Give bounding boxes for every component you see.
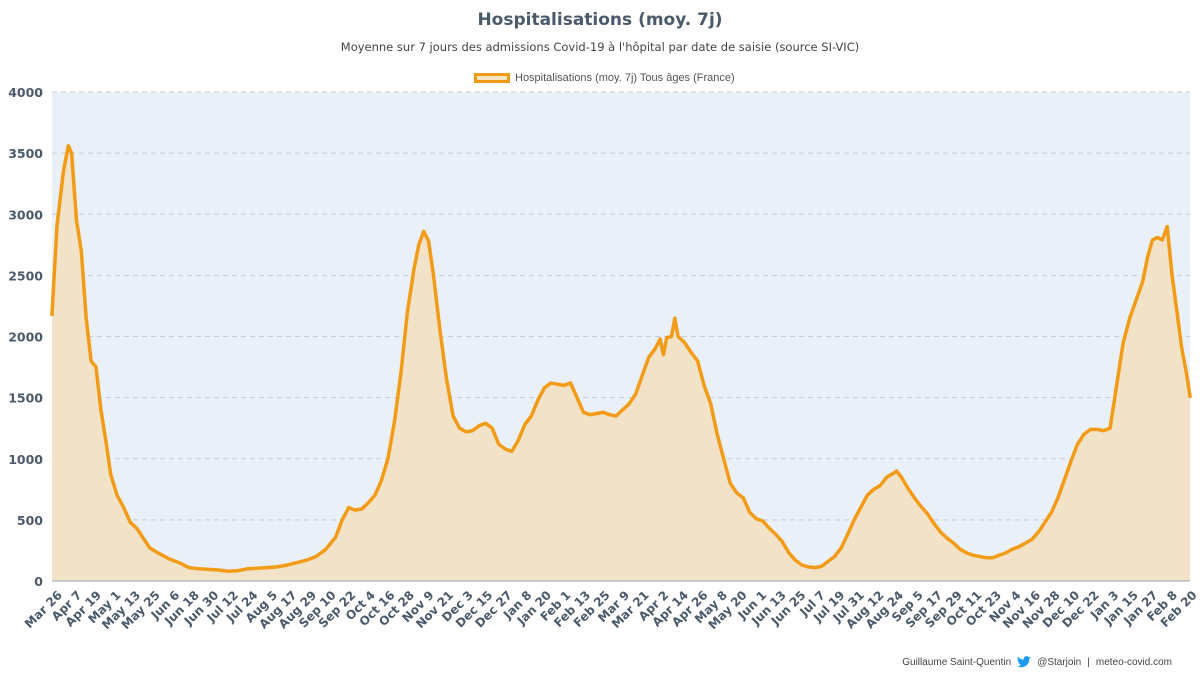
y-tick-label: 500 [17,513,43,528]
y-tick-label: 4000 [8,85,43,100]
twitter-handle: @Starjoin [1037,656,1082,668]
credits-separator: | [1087,656,1090,668]
legend-swatch [474,73,510,83]
series-line [50,144,1192,573]
y-tick-label: 1000 [8,452,43,467]
twitter-bird-icon [1017,656,1031,668]
legend-label: Hospitalisations (moy. 7j) Tous âges (Fr… [515,72,735,84]
y-tick-label: 3500 [8,146,43,161]
site-name: meteo-covid.com [1095,656,1172,668]
credits: Guillaume Saint-Quentin @Starjoin | mete… [902,656,1172,668]
y-tick-label: 0 [34,574,43,589]
y-tick-label: 2500 [8,268,43,283]
author-name: Guillaume Saint-Quentin [902,656,1012,668]
series-area [52,145,1190,582]
y-tick-label: 1500 [8,391,43,406]
y-tick-label: 2000 [8,330,43,345]
legend[interactable]: Hospitalisations (moy. 7j) Tous âges (Fr… [474,70,735,86]
chart-subtitle: Moyenne sur 7 jours des admissions Covid… [340,40,860,54]
y-tick-label: 3000 [8,207,43,222]
chart-title: Hospitalisations (moy. 7j) [477,10,723,30]
